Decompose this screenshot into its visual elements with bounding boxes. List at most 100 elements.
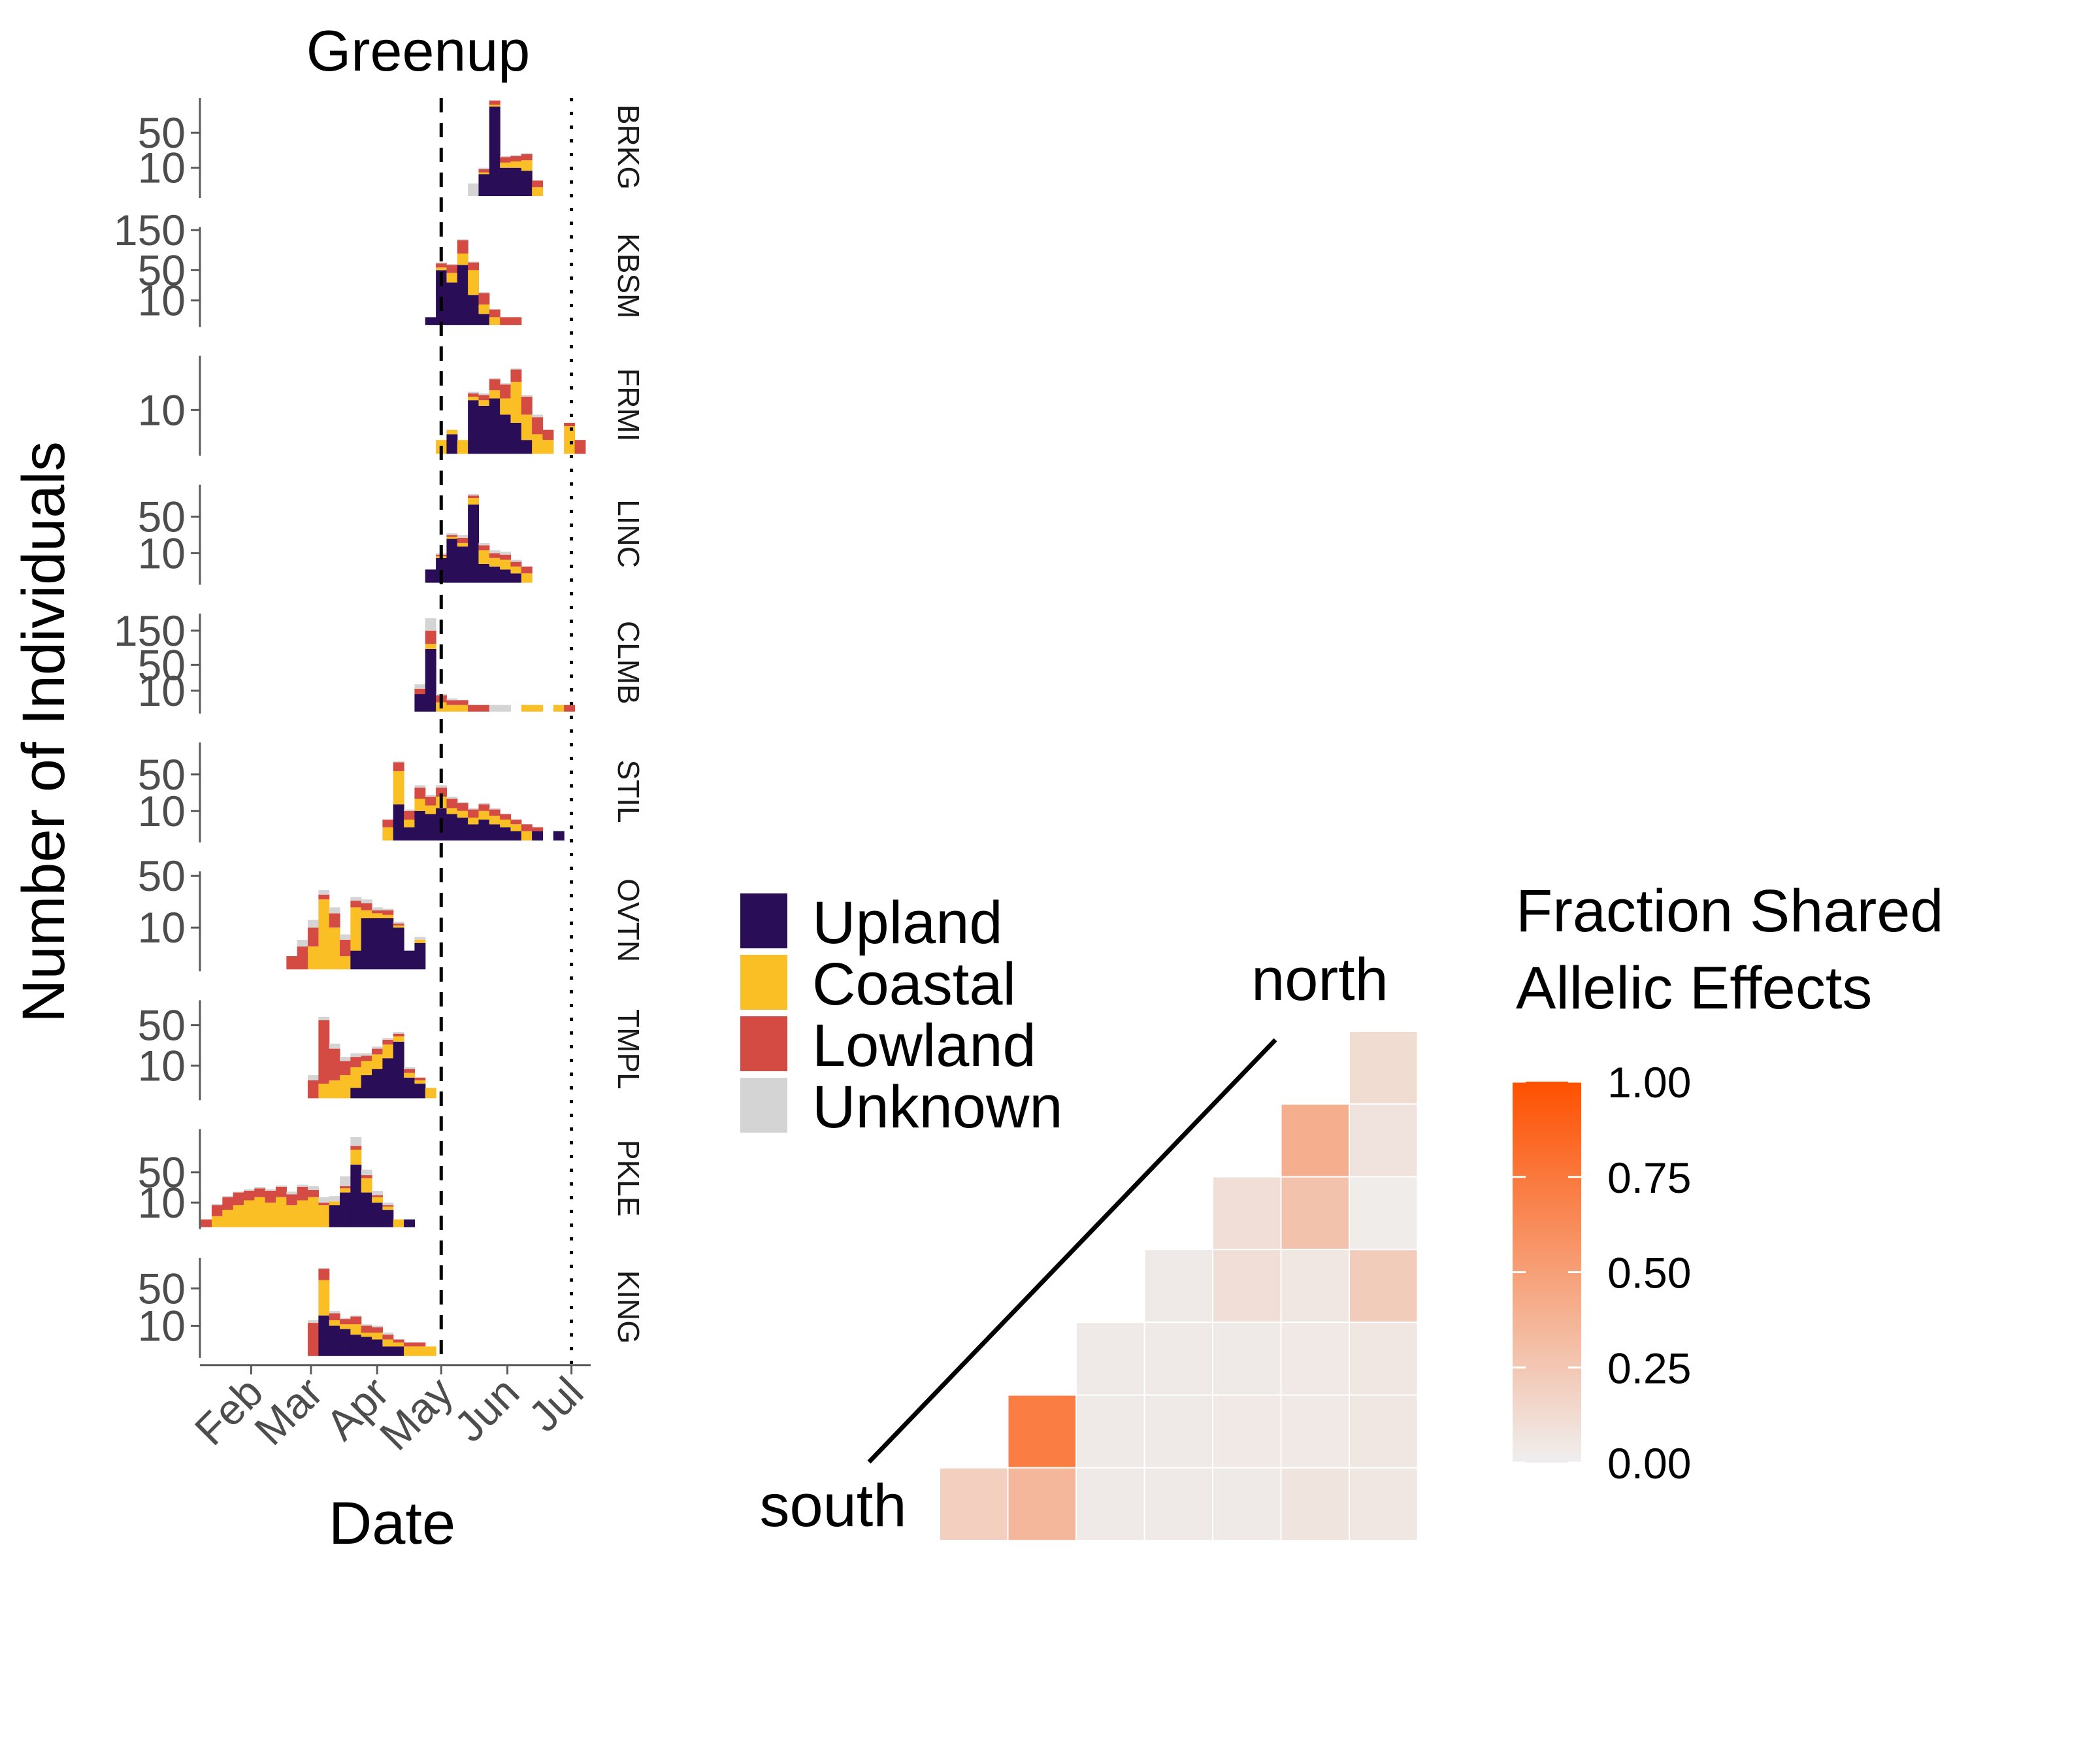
- x-tick-label: Jul: [519, 1367, 593, 1440]
- bar-segment-upland: [457, 546, 468, 583]
- bar-segment-coastal: [404, 1346, 416, 1356]
- bar-segment-upland: [510, 831, 522, 840]
- y-tick-label: 10: [138, 1178, 186, 1227]
- bar-segment-unknown: [510, 155, 522, 156]
- bar-segment-lowland: [446, 799, 458, 808]
- color-scale-tick-label: 0.75: [1607, 1154, 1691, 1202]
- bar-segment-coastal: [425, 805, 436, 814]
- facet-strip-label: OVTN: [612, 878, 646, 962]
- bar-segment-lowland: [318, 1020, 330, 1084]
- color-scale-tick-label: 1.00: [1607, 1058, 1691, 1106]
- heatmap-cell: [1007, 1467, 1077, 1542]
- bar-segment-lowland: [361, 1056, 372, 1061]
- bar-segment-lowland: [489, 809, 500, 816]
- bar-segment-coastal: [468, 270, 480, 295]
- bar-segment-upland: [457, 817, 468, 840]
- bar-segment-upland: [382, 1210, 394, 1227]
- bar-segment-lowland: [478, 804, 490, 811]
- bar-segment-coastal: [521, 573, 533, 583]
- bar-segment-lowland: [478, 293, 490, 305]
- diagonal-line: [867, 1038, 1277, 1464]
- bar-segment-lowland: [372, 910, 383, 914]
- label-south: south: [759, 1472, 906, 1539]
- legend-swatch-upland: [740, 893, 787, 948]
- bar-segment-lowland: [233, 1192, 244, 1206]
- bar-segment-coastal: [243, 1200, 255, 1227]
- y-tick-label: 50: [138, 750, 186, 799]
- bar-segment-unknown: [425, 794, 436, 797]
- bar-segment-coastal: [318, 1084, 330, 1099]
- y-tick-label: 50: [138, 1001, 186, 1050]
- bar-segment-upland: [500, 827, 512, 840]
- bar-segment-upland: [510, 422, 522, 454]
- bar-segment-unknown: [489, 550, 500, 554]
- bar-segment-lowland: [521, 566, 533, 574]
- bar-segment-lowland: [361, 1175, 372, 1178]
- bar-segment-unknown: [446, 698, 458, 701]
- bar-segment-upland: [489, 107, 500, 196]
- bar-segment-upland: [425, 648, 436, 712]
- bar-segment-unknown: [372, 1325, 383, 1327]
- bar-segment-unknown: [500, 156, 512, 158]
- bar-segment-unknown: [436, 785, 448, 788]
- bar-segment-lowland: [542, 429, 554, 441]
- bar-segment-upland: [468, 504, 480, 583]
- bar-segment-coastal: [500, 398, 512, 415]
- bar-segment-unknown: [478, 542, 490, 546]
- legend-swatch-coastal: [740, 955, 787, 1010]
- bar-segment-coastal: [350, 1067, 362, 1088]
- heatmap-cell: [1280, 1322, 1350, 1396]
- y-tick-label: 50: [138, 246, 186, 294]
- bar-segment-lowland: [468, 495, 480, 499]
- bar-segment-unknown: [308, 1186, 319, 1190]
- bar-segment-lowland: [329, 1048, 340, 1081]
- bar-segment-unknown: [265, 1189, 276, 1191]
- bar-segment-upland: [361, 918, 372, 970]
- bar-segment-lowland: [500, 317, 512, 325]
- facet-strip-label: PKLE: [612, 1140, 646, 1217]
- bar-segment-upland: [414, 1084, 426, 1099]
- color-scale: 0.00 0.25 0.50 0.75 1.00: [1513, 1058, 1691, 1488]
- heatmap-cell: [1075, 1322, 1145, 1396]
- bar-segment-lowland: [446, 265, 458, 273]
- heatmap-cell: [1212, 1322, 1282, 1396]
- bar-segment-lowland: [500, 157, 512, 163]
- bar-segment-lowland: [340, 1319, 351, 1325]
- bar-segment-coastal: [404, 820, 416, 827]
- heatmap-cell: [1212, 1394, 1282, 1469]
- heatmap-scale-title: Fraction Shared Allelic Effects: [1516, 878, 1960, 1022]
- bar-segment-coastal: [478, 400, 490, 406]
- facet-strip-label: KING: [612, 1271, 646, 1344]
- bar-segment-lowland: [393, 923, 404, 926]
- bar-segment-upland: [478, 174, 490, 196]
- bar-segment-upland: [446, 539, 458, 583]
- bar-segment-unknown: [521, 153, 533, 154]
- bar-segment-lowland: [414, 688, 426, 695]
- facet-strip-label: CLMB: [612, 621, 646, 705]
- bar-segment-unknown: [446, 533, 458, 535]
- x-axis-title: Date: [329, 1490, 455, 1557]
- bar-segment-unknown: [233, 1191, 244, 1193]
- bar-segment-unknown: [478, 803, 490, 805]
- reference-lines: [439, 98, 574, 1365]
- bar-segment-lowland: [382, 820, 394, 827]
- bar-segment-coastal: [478, 172, 490, 175]
- heatmap-cell: [1349, 1031, 1419, 1105]
- bar-segment-coastal: [457, 440, 468, 454]
- bar-segment-lowland: [574, 440, 586, 454]
- bar-segment-lowland: [211, 1205, 223, 1216]
- bar-segment-unknown: [361, 899, 372, 904]
- bar-segment-unknown: [350, 1315, 362, 1317]
- heatmap-cell: [1007, 1394, 1077, 1469]
- heatmap-cell: [1349, 1467, 1419, 1542]
- bar-segment-unknown: [468, 391, 480, 393]
- bar-segment-lowland: [308, 927, 319, 947]
- bar-segment-lowland: [393, 1033, 404, 1037]
- bar-segment-coastal: [446, 429, 458, 435]
- bar-segment-unknown: [500, 552, 512, 555]
- bar-segment-unknown: [382, 1038, 394, 1040]
- bar-segment-coastal: [500, 559, 512, 570]
- heatmap-cell: [1143, 1394, 1213, 1469]
